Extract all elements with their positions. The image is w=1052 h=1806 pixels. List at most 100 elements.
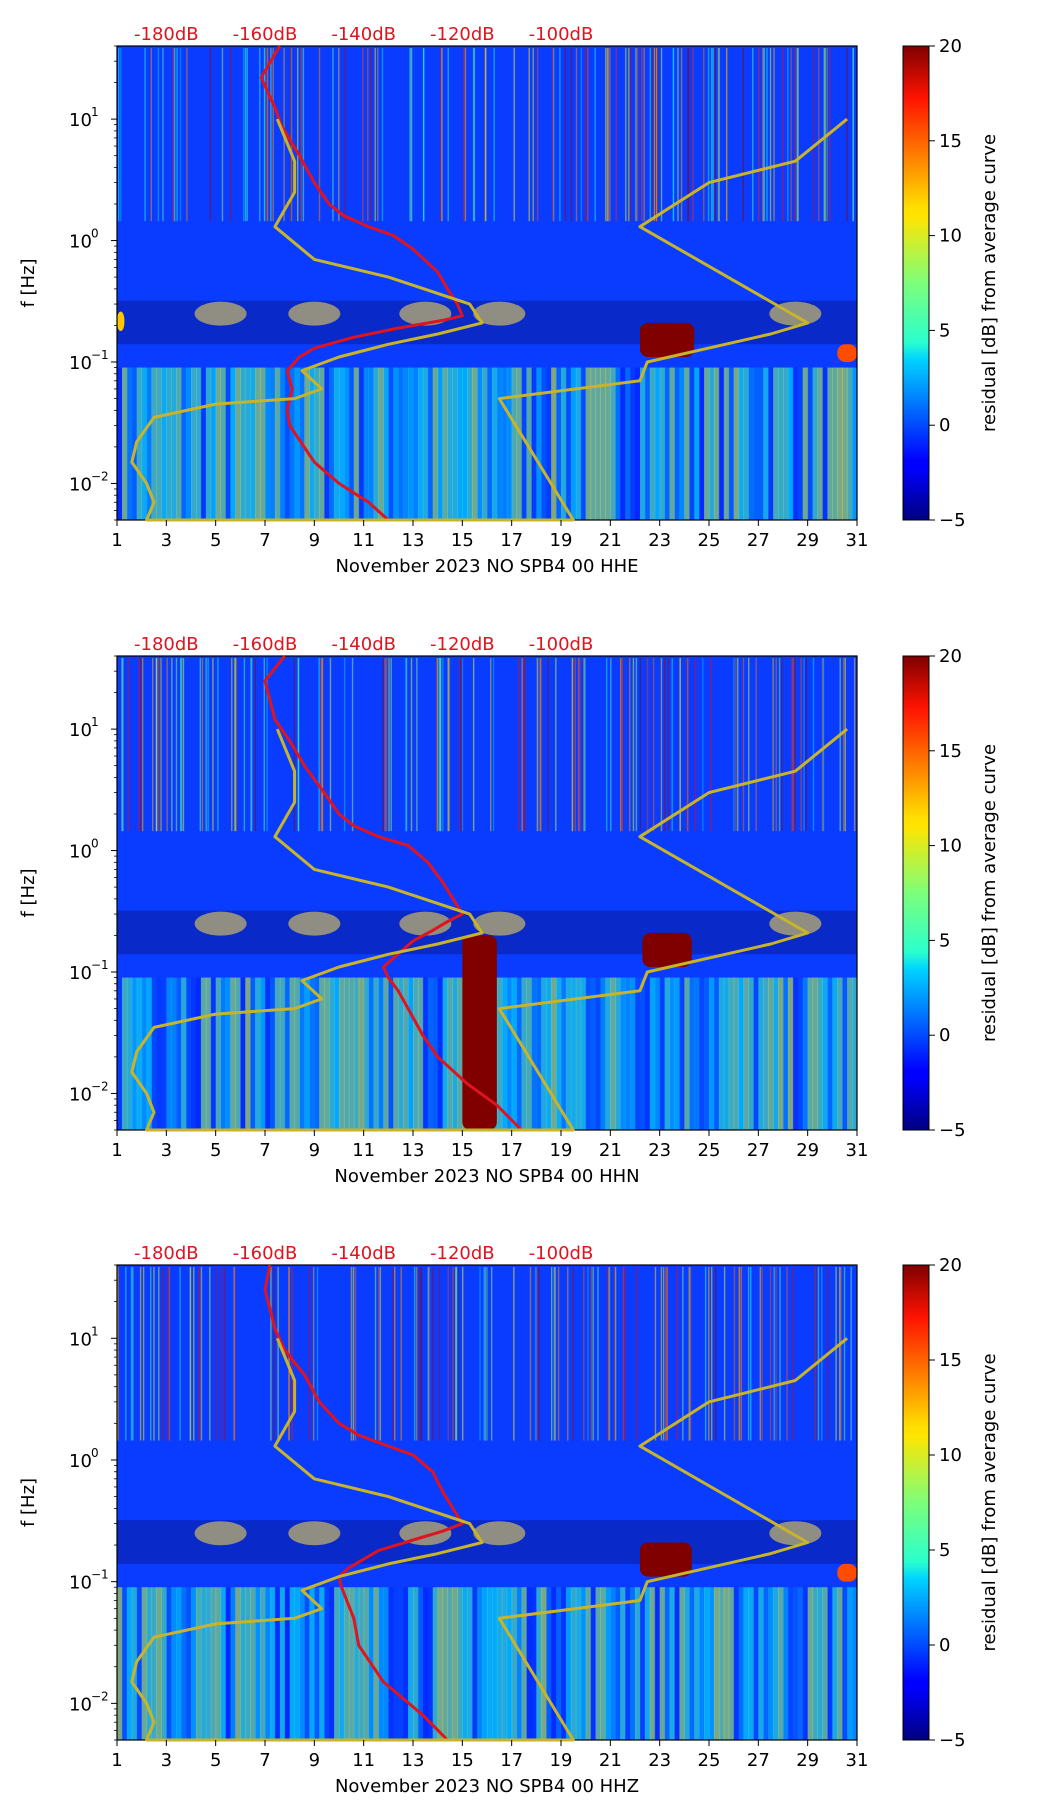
heatmap-streak: [575, 48, 578, 222]
db-scale-label: -180dB: [134, 24, 199, 45]
heatmap-streak: [161, 1267, 164, 1441]
heatmap-streak: [528, 48, 530, 222]
heatmap-cell: [610, 1587, 616, 1740]
heatmap-cell: [329, 367, 335, 520]
heatmap-cell: [472, 1587, 478, 1740]
heatmap-cell: [314, 1587, 320, 1740]
red-noise-curve: [259, 45, 464, 522]
heatmap-cell: [709, 977, 715, 1130]
heatmap-cell: [516, 1587, 523, 1740]
heatmap-streak: [382, 658, 384, 832]
heatmap-streak: [137, 658, 140, 832]
heatmap-streak: [742, 48, 744, 222]
heatmap-streak: [687, 48, 689, 222]
heatmap-cell: [639, 367, 646, 520]
colorbar-tick-label: 15: [939, 131, 962, 152]
heatmap-cell: [437, 367, 444, 520]
heatmap-cell: [447, 977, 453, 1130]
heatmap-cell: [654, 367, 661, 520]
heatmap-cell: [699, 367, 705, 520]
heatmap-streak: [750, 1267, 752, 1441]
heatmap-cell: [753, 977, 759, 1130]
heatmap-cell: [570, 1587, 577, 1740]
heatmap-cell: [659, 977, 666, 1130]
heatmap-streak: [714, 48, 717, 222]
x-axis-label: November 2023 NO SPB4 00 HHE: [335, 556, 638, 577]
heatmap-streak: [672, 48, 675, 222]
heatmap-cell: [491, 367, 498, 520]
heatmap-streak: [457, 1267, 459, 1441]
heatmap-cell: [718, 1587, 725, 1740]
heatmap-cell: [585, 367, 592, 520]
heatmap-cell: [462, 1587, 468, 1740]
x-tick-label: 31: [846, 530, 869, 551]
heatmap-streak: [464, 48, 467, 222]
heatmap-cell: [664, 367, 671, 520]
heatmap-streak: [250, 658, 252, 832]
heatmap-streak: [378, 1267, 380, 1441]
db-scale-label: -140dB: [331, 1243, 396, 1264]
heatmap-cell: [220, 1587, 227, 1740]
colorbar-label: residual [dB] from average curve: [979, 1353, 1000, 1651]
heatmap-streak: [619, 658, 622, 832]
heatmap-streak: [817, 1267, 820, 1441]
heatmap-cell: [378, 367, 384, 520]
heatmap-streak: [394, 1267, 396, 1441]
heatmap-cell: [728, 977, 735, 1130]
heatmap-cell: [181, 1587, 187, 1740]
heatmap-streak: [609, 48, 611, 222]
heatmap-streak: [180, 658, 183, 832]
heatmap-cell: [556, 367, 562, 520]
heatmap-cell: [265, 367, 271, 520]
x-tick-label: 9: [309, 1750, 320, 1771]
x-tick-label: 9: [309, 530, 320, 551]
x-tick-label: 5: [210, 1140, 221, 1161]
heatmap-streak: [615, 48, 617, 222]
heatmap-blob: [194, 301, 247, 326]
heatmap-cell: [763, 367, 769, 520]
heatmap-streak: [580, 48, 583, 222]
x-tick-label: 15: [451, 530, 474, 551]
heatmap-cell: [541, 977, 547, 1130]
heatmap-streak: [639, 658, 642, 832]
heatmap-cell: [763, 977, 769, 1130]
y-tick-exponent: −1: [91, 958, 109, 972]
heatmap-streak: [291, 1267, 293, 1441]
heatmap-streak: [710, 1267, 713, 1441]
heatmap-streak: [377, 48, 379, 222]
heatmap-cell: [575, 367, 582, 520]
heatmap-streak: [459, 658, 461, 832]
heatmap-streak: [687, 658, 689, 832]
heatmap-cell: [511, 977, 518, 1130]
heatmap-blob: [473, 1521, 526, 1546]
heatmap-cell: [718, 977, 725, 1130]
heatmap-streak: [415, 1267, 418, 1441]
heatmap-cell: [141, 367, 148, 520]
y-tick-label: 10: [69, 720, 92, 741]
heatmap-cell: [427, 1587, 434, 1740]
heatmap-cell: [837, 977, 843, 1130]
heatmap-streak: [554, 1267, 556, 1441]
heatmap-streak: [486, 1267, 488, 1441]
heatmap-cell: [561, 367, 567, 520]
heatmap-cell: [773, 1587, 779, 1740]
heatmap-cell: [279, 1587, 286, 1740]
heatmap-cell: [699, 977, 705, 1130]
heatmap-cell: [565, 367, 572, 520]
heatmap-streak: [614, 1267, 617, 1441]
x-tick-label: 17: [500, 1750, 523, 1771]
heatmap-streak: [374, 48, 376, 222]
heatmap-streak: [592, 1267, 594, 1441]
heatmap-streak: [400, 1267, 402, 1441]
db-scale-label: -120dB: [430, 634, 495, 655]
heatmap-streak: [132, 1267, 134, 1441]
heatmap-cell: [852, 977, 858, 1130]
heatmap-streak: [186, 48, 188, 222]
heatmap-streak: [438, 658, 441, 832]
db-scale-label: -180dB: [134, 1243, 199, 1264]
colorbar-tick-label: 10: [939, 1445, 962, 1466]
x-axis-label: November 2023 NO SPB4 00 HHN: [334, 1166, 639, 1187]
heatmap-cell: [802, 1587, 809, 1740]
heatmap-cell: [131, 977, 138, 1130]
